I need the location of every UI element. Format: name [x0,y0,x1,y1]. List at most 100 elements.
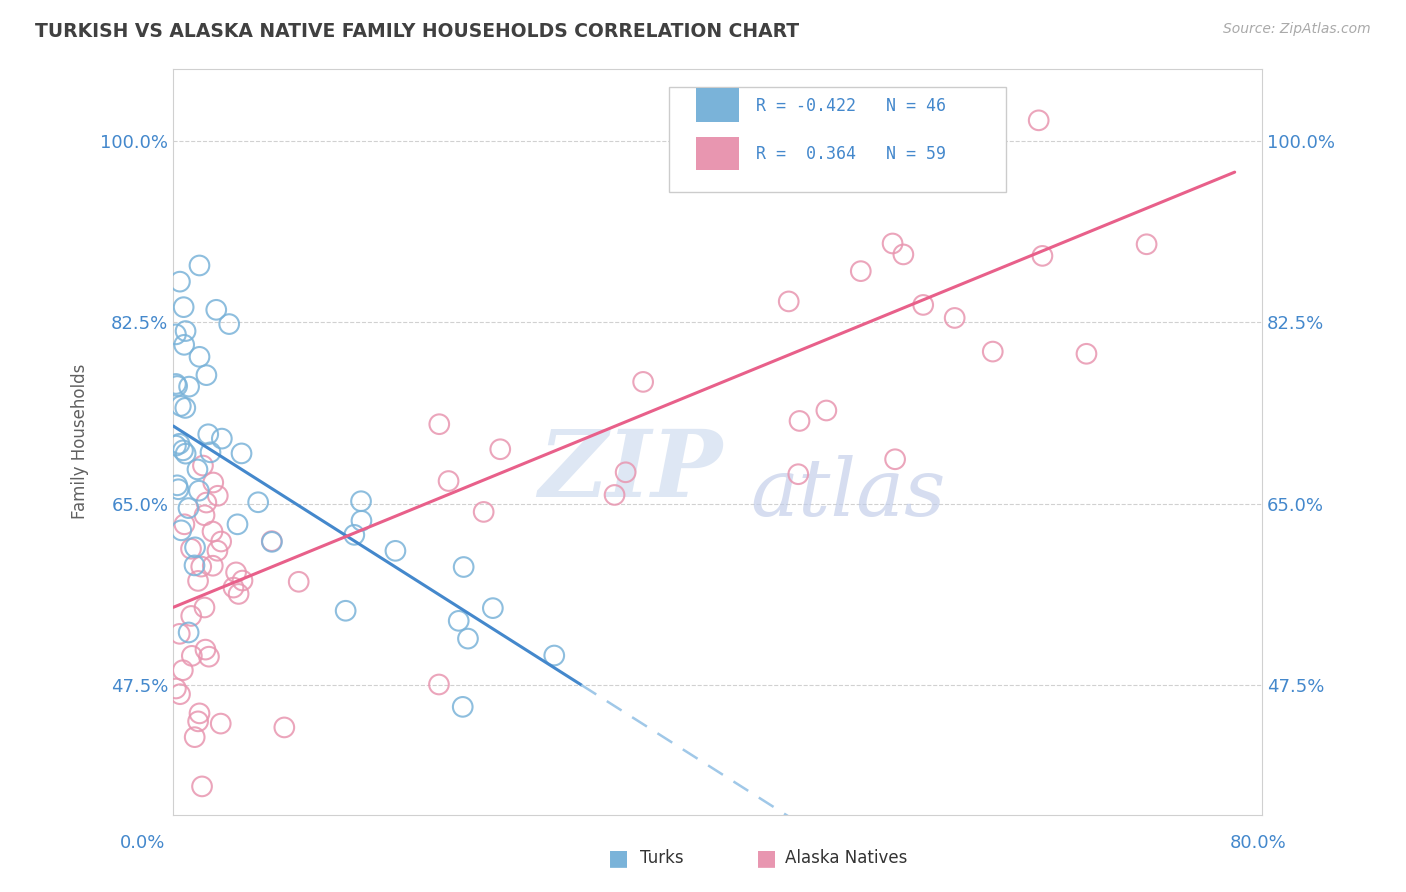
Point [194,642,217,657]
Point [186,462,208,476]
Point [180,608,202,623]
Point [174,401,197,415]
Point [222,581,245,595]
Point [207,543,229,558]
Point [183,730,205,744]
Point [191,780,214,794]
Point [231,574,253,588]
Text: Alaska Natives: Alaska Natives [785,849,907,867]
Point [218,317,240,331]
Point [472,505,495,519]
Point [187,574,209,588]
Point [1028,113,1050,128]
Point [205,302,228,317]
Y-axis label: Family Households: Family Households [72,364,89,519]
Point [169,627,191,641]
FancyBboxPatch shape [696,88,740,122]
Point [943,310,966,325]
Point [453,560,475,574]
Point [195,495,218,509]
Point [273,720,295,734]
Point [247,495,270,509]
Point [177,501,200,516]
Point [173,517,195,532]
Point [893,247,915,261]
Point [198,649,221,664]
Point [166,478,188,492]
Point [287,574,309,589]
Point [188,350,211,364]
Point [209,534,232,549]
Point [384,544,406,558]
Point [427,677,450,691]
Point [226,517,249,532]
Point [166,379,188,393]
Point [169,687,191,701]
Point [884,452,907,467]
Text: 0.0%: 0.0% [120,834,165,852]
Point [211,432,233,446]
Point [228,587,250,601]
Point [260,534,283,549]
Point [882,236,904,251]
Text: Source: ZipAtlas.com: Source: ZipAtlas.com [1223,22,1371,37]
Point [195,368,218,383]
Point [197,427,219,442]
Point [451,699,474,714]
Point [981,344,1004,359]
Point [201,558,224,573]
Point [170,524,193,538]
Point [180,541,202,556]
Point [209,716,232,731]
Point [489,442,512,457]
Point [207,489,229,503]
Text: Turks: Turks [640,849,683,867]
Point [191,458,214,473]
Point [787,467,810,482]
Point [350,514,373,528]
Point [174,324,197,338]
Point [201,524,224,539]
Point [165,376,187,391]
Point [165,327,187,342]
Point [165,439,187,453]
Point [183,558,205,573]
Point [1031,249,1053,263]
Point [169,437,191,451]
Point [231,446,253,460]
Point [912,298,935,312]
Point [1076,347,1098,361]
Point [343,528,366,542]
Text: ZIP: ZIP [538,426,723,516]
Point [631,375,654,389]
Point [187,714,209,729]
Point [170,399,193,413]
Point [778,294,800,309]
Point [173,300,195,314]
Point [165,681,187,696]
Point [202,475,225,490]
Point [603,488,626,502]
Point [775,113,797,128]
Point [482,601,505,615]
Point [427,417,450,432]
Point [260,534,283,549]
Point [172,443,194,458]
Text: atlas: atlas [751,455,946,533]
Point [614,465,637,479]
Point [190,559,212,574]
Point [200,445,222,459]
Point [457,632,479,646]
Point [167,482,190,496]
Point [188,259,211,273]
Text: TURKISH VS ALASKA NATIVE FAMILY HOUSEHOLDS CORRELATION CHART: TURKISH VS ALASKA NATIVE FAMILY HOUSEHOL… [35,22,799,41]
Point [184,541,207,555]
Point [437,474,460,488]
Point [225,566,247,580]
Point [187,483,209,498]
FancyBboxPatch shape [696,136,740,170]
Point [177,625,200,640]
Point [815,403,838,417]
Point [180,648,202,663]
Point [1136,237,1159,252]
